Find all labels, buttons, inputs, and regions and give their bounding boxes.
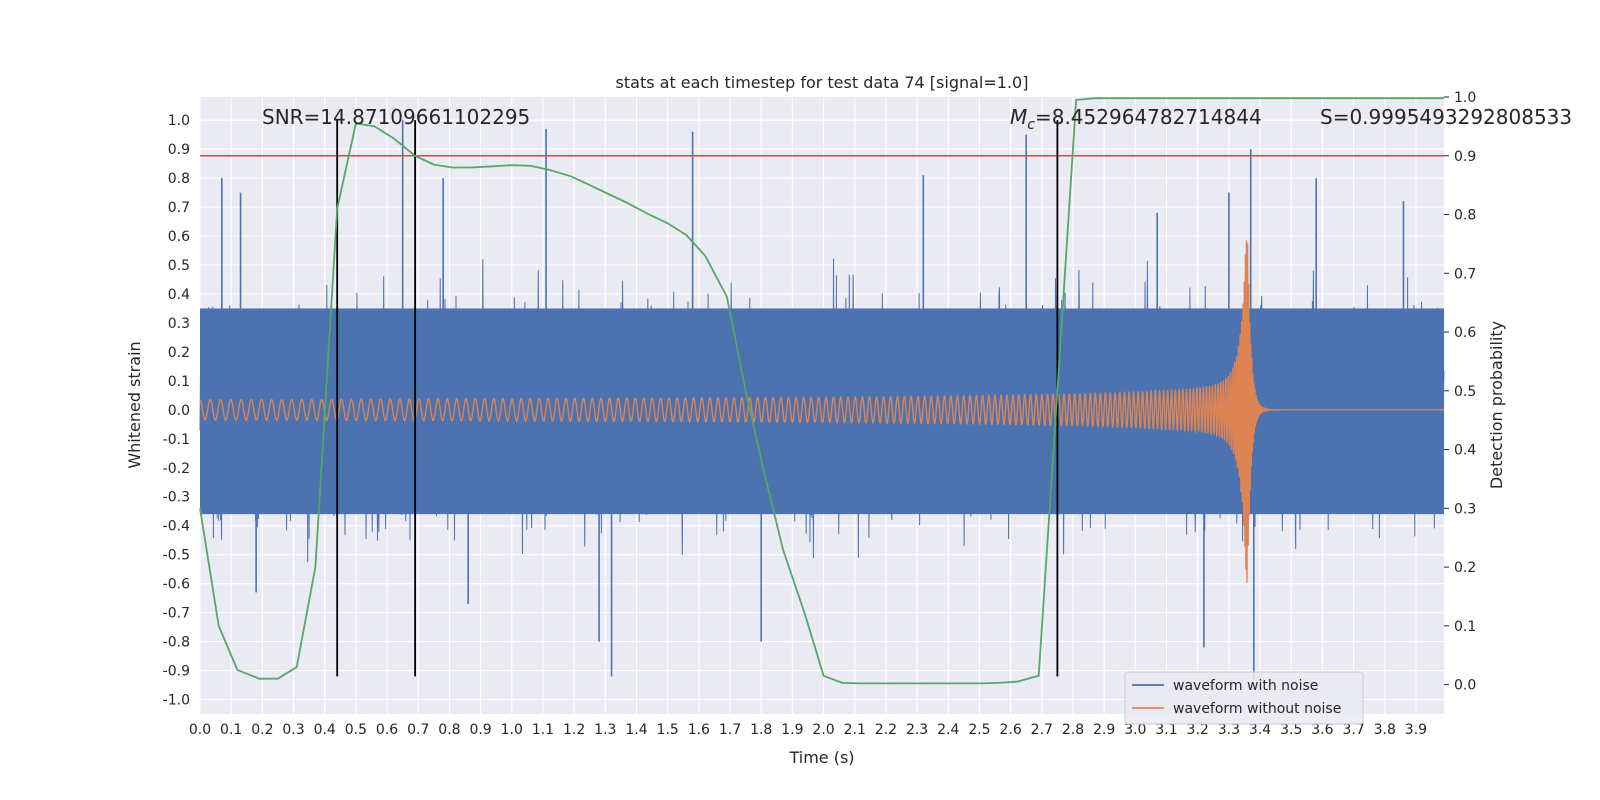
y-tick-label: -0.1 xyxy=(163,432,190,448)
x-tick-label: 0.6 xyxy=(376,722,398,738)
series-line-probability xyxy=(199,97,1444,685)
y-tick-label: -0.6 xyxy=(163,577,190,593)
legend-box xyxy=(1124,671,1364,725)
x-tick-label: 1.5 xyxy=(657,722,679,738)
x-tick-label: 2.1 xyxy=(844,722,866,738)
x-tick-label: 3.9 xyxy=(1405,722,1427,738)
x-tick-label: 3.2 xyxy=(1187,722,1209,738)
x-tick-label: 2.3 xyxy=(906,722,928,738)
x-tick-label: 0.1 xyxy=(220,722,242,738)
x-tick-label: 0.9 xyxy=(469,722,491,738)
y-axis-label: Whitened strain xyxy=(125,341,144,468)
x-tick-label: 3.0 xyxy=(1124,722,1146,738)
chirp-mass-value: =8.452964782714844 xyxy=(1035,105,1262,129)
axes-layer: 0.0 0.1 0.2 0.3 0.4 0.5 0.6 0.7 0.8 0.9 1.0 1.1 1.2 1… xyxy=(163,90,1477,738)
x-tick-label: 2.6 xyxy=(999,722,1021,738)
series-line-clean xyxy=(199,240,1444,583)
y2-tick-label: 0.8 xyxy=(1454,208,1476,224)
y-tick-label: -0.8 xyxy=(163,635,190,651)
x-tick-label: 2.9 xyxy=(1093,722,1115,738)
y-tick-label: -1.0 xyxy=(163,693,190,709)
series-layer xyxy=(199,120,1445,680)
y2-tick-label: 0.2 xyxy=(1454,560,1476,576)
chirp-mass-subscript: c xyxy=(1027,117,1035,133)
y-tick-label: 1.0 xyxy=(168,113,190,129)
y-tick-label: 0.0 xyxy=(168,403,190,419)
y2-tick-label: 0.9 xyxy=(1454,149,1476,165)
y2-tick-label: 0.5 xyxy=(1454,384,1476,400)
x-tick-label: 0.0 xyxy=(189,722,211,738)
x-tick-label: 3.5 xyxy=(1280,722,1302,738)
legend: waveform with noise waveform without noi… xyxy=(1124,671,1364,725)
x-tick-label: 3.4 xyxy=(1249,722,1271,738)
y-tick-label: 0.4 xyxy=(168,287,190,303)
y2-tick-label: 0.1 xyxy=(1454,619,1476,635)
x-tick-label: 0.4 xyxy=(314,722,336,738)
y-tick-label: 0.2 xyxy=(168,345,190,361)
x-tick-label: 0.8 xyxy=(438,722,460,738)
x-tick-label: 3.6 xyxy=(1311,722,1333,738)
x-tick-label: 1.6 xyxy=(688,722,710,738)
y2-tick-label: 0.6 xyxy=(1454,325,1476,341)
x-tick-label: 0.3 xyxy=(282,722,304,738)
y-tick-label: -0.7 xyxy=(163,606,190,622)
x-tick-label: 3.7 xyxy=(1342,722,1364,738)
y-tick-label: 0.8 xyxy=(168,171,190,187)
series-line-noise xyxy=(199,258,1445,563)
y-tick-label: -0.4 xyxy=(163,519,190,535)
legend-label-noise: waveform with noise xyxy=(1173,678,1318,694)
y2-tick-label: 1.0 xyxy=(1454,90,1476,106)
x-tick-label: 1.9 xyxy=(781,722,803,738)
x-tick-label: 2.5 xyxy=(968,722,990,738)
chirp-mass-annotation: Mc=8.452964782714844 xyxy=(1010,105,1262,133)
y-tick-label: 0.5 xyxy=(168,258,190,274)
chart-title: stats at each timestep for test data 74 … xyxy=(616,73,1029,92)
x-axis-label: Time (s) xyxy=(788,748,854,767)
y2-tick-label: 0.7 xyxy=(1454,266,1476,282)
x-tick-label: 2.2 xyxy=(875,722,897,738)
snr-annotation: SNR=14.87109661102295 xyxy=(262,105,530,129)
y-tick-label: -0.9 xyxy=(163,664,190,680)
s-annotation: S=0.9995493292808533 xyxy=(1320,105,1572,129)
x-tick-label: 3.3 xyxy=(1218,722,1240,738)
x-tick-label: 0.2 xyxy=(251,722,273,738)
x-tick-label: 0.7 xyxy=(407,722,429,738)
y-tick-label: 0.6 xyxy=(168,229,190,245)
legend-label-clean: waveform without noise xyxy=(1173,701,1341,717)
y-tick-label: -0.5 xyxy=(163,548,190,564)
y2-tick-label: 0.4 xyxy=(1454,443,1476,459)
x-tick-label: 1.2 xyxy=(563,722,585,738)
x-tick-label: 1.0 xyxy=(501,722,523,738)
y-tick-label: -0.2 xyxy=(163,461,190,477)
y2-tick-label: 0.0 xyxy=(1454,678,1476,694)
x-tick-label: 1.1 xyxy=(532,722,554,738)
y-tick-label: 0.9 xyxy=(168,142,190,158)
x-tick-label: 1.3 xyxy=(594,722,616,738)
y2-tick-label: 0.3 xyxy=(1454,501,1476,517)
y-tick-label: 0.7 xyxy=(168,200,190,216)
x-tick-label: 2.8 xyxy=(1062,722,1084,738)
y-tick-label: 0.1 xyxy=(168,374,190,390)
x-tick-label: 1.4 xyxy=(625,722,647,738)
x-tick-label: 0.5 xyxy=(345,722,367,738)
x-tick-label: 2.0 xyxy=(812,722,834,738)
y-tick-label: -0.3 xyxy=(163,490,190,506)
overlay-layer xyxy=(199,97,1444,685)
x-tick-label: 2.4 xyxy=(937,722,959,738)
x-tick-label: 3.1 xyxy=(1155,722,1177,738)
chirp-mass-symbol: M xyxy=(1010,105,1027,129)
x-tick-label: 2.7 xyxy=(1031,722,1053,738)
x-tick-label: 3.8 xyxy=(1374,722,1396,738)
x-tick-label: 1.8 xyxy=(750,722,772,738)
y-tick-label: 0.3 xyxy=(168,316,190,332)
y2-axis-label: Detection probability xyxy=(1487,321,1506,489)
x-tick-label: 1.7 xyxy=(719,722,741,738)
